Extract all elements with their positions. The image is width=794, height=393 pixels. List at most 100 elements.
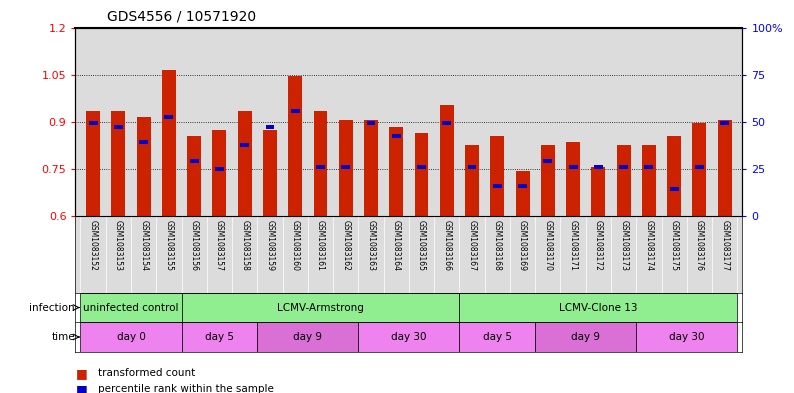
Bar [111,111,125,216]
Text: GSM1083168: GSM1083168 [493,220,502,271]
Text: infection: infection [29,303,75,312]
Text: GSM1083161: GSM1083161 [316,220,325,271]
Bar [442,121,451,125]
Text: day 30: day 30 [391,332,426,342]
Bar [341,165,350,169]
Bar [667,136,681,216]
Bar [417,165,426,169]
Bar [87,111,100,216]
Bar [314,111,327,216]
Bar [543,159,553,163]
Text: GSM1083166: GSM1083166 [442,220,451,271]
Text: ■: ■ [75,382,87,393]
Text: time: time [52,332,75,342]
Bar [80,293,182,322]
Text: GSM1083160: GSM1083160 [291,220,299,271]
Bar [241,143,249,147]
Bar [518,184,527,188]
Text: GSM1083163: GSM1083163 [367,220,376,271]
Bar [316,165,325,169]
Text: day 30: day 30 [669,332,704,342]
Bar [182,322,257,352]
Bar [569,165,577,169]
Bar [493,184,502,188]
Text: LCMV-Clone 13: LCMV-Clone 13 [559,303,638,312]
Bar [257,322,358,352]
Text: GSM1083173: GSM1083173 [619,220,628,271]
Text: GSM1083157: GSM1083157 [215,220,224,271]
Text: GSM1083152: GSM1083152 [89,220,98,271]
Text: GSM1083175: GSM1083175 [669,220,679,271]
Text: GSM1083164: GSM1083164 [391,220,401,271]
Bar [139,140,148,144]
Bar [263,130,277,216]
Text: day 9: day 9 [571,332,600,342]
Text: GSM1083170: GSM1083170 [543,220,553,271]
Text: GSM1083167: GSM1083167 [468,220,476,271]
Text: GSM1083153: GSM1083153 [114,220,123,271]
Bar [265,125,275,129]
Bar [358,322,460,352]
Bar [619,165,628,169]
Text: GDS4556 / 10571920: GDS4556 / 10571920 [107,9,256,24]
Bar [592,167,605,216]
Text: day 9: day 9 [293,332,322,342]
Bar [288,76,303,216]
Text: day 5: day 5 [205,332,234,342]
Text: GSM1083154: GSM1083154 [139,220,148,271]
Bar [440,105,453,216]
Text: LCMV-Armstrong: LCMV-Armstrong [277,303,364,312]
Bar [114,125,123,129]
Text: GSM1083165: GSM1083165 [417,220,426,271]
Text: GSM1083171: GSM1083171 [569,220,577,271]
Bar [187,136,201,216]
Text: ■: ■ [75,367,87,380]
Bar [460,293,738,322]
Bar [164,115,173,119]
Bar [237,111,252,216]
Text: GSM1083174: GSM1083174 [645,220,653,271]
Bar [566,142,580,216]
Bar [491,136,504,216]
Bar [617,145,630,216]
Bar [642,145,656,216]
Bar [515,171,530,216]
Bar [718,120,731,216]
Bar [339,120,353,216]
Text: GSM1083155: GSM1083155 [164,220,173,271]
Bar [215,167,224,171]
Bar [389,127,403,216]
Text: GSM1083176: GSM1083176 [695,220,704,271]
Bar [468,165,476,169]
Bar [162,70,175,216]
Bar [80,322,182,352]
Bar [645,165,653,169]
Text: GSM1083156: GSM1083156 [190,220,198,271]
Text: transformed count: transformed count [98,368,195,378]
Bar [364,120,378,216]
Text: uninfected control: uninfected control [83,303,179,312]
Bar [460,322,535,352]
Bar [535,322,636,352]
Text: GSM1083172: GSM1083172 [594,220,603,271]
Bar [414,133,429,216]
Text: GSM1083158: GSM1083158 [241,220,249,271]
Text: day 0: day 0 [117,332,145,342]
Text: percentile rank within the sample: percentile rank within the sample [98,384,274,393]
Bar [213,130,226,216]
Bar [367,121,376,125]
Bar [692,123,707,216]
Text: GSM1083177: GSM1083177 [720,220,729,271]
Text: GSM1083169: GSM1083169 [518,220,527,271]
Bar [182,293,460,322]
Bar [89,121,98,125]
Bar [720,121,729,125]
Text: GSM1083162: GSM1083162 [341,220,350,271]
Bar [137,117,151,216]
Bar [291,109,299,113]
Bar [695,165,703,169]
Bar [594,165,603,169]
Text: GSM1083159: GSM1083159 [265,220,275,271]
Bar [670,187,679,191]
Bar [190,159,198,163]
